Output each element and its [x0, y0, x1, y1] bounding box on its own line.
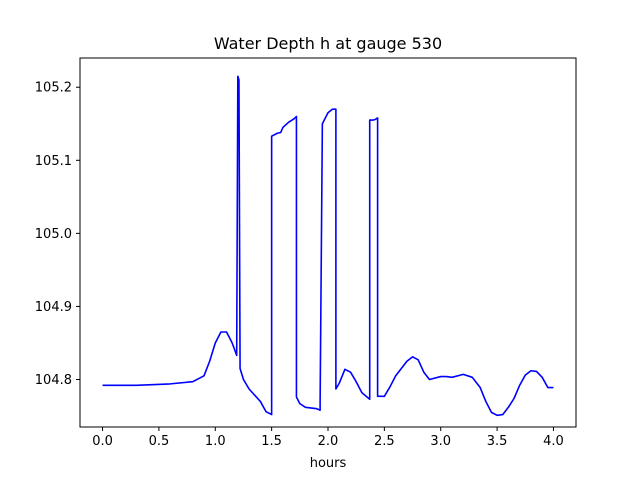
x-axis: 0.0 0.5 1.0 1.5 2.0 2.5 3.0 3.5 4.0: [92, 427, 564, 449]
series-line-0: [102, 75, 554, 417]
x-tick-label: 0.5: [149, 434, 170, 449]
x-tick-label: 0.0: [92, 434, 113, 449]
y-tick-label: 105.0: [35, 227, 72, 242]
y-tick-label: 105.2: [35, 81, 72, 96]
x-tick-label: 3.5: [487, 434, 508, 449]
plot-area: [102, 75, 554, 417]
x-tick-label: 1.0: [205, 434, 226, 449]
chart-title: Water Depth h at gauge 530: [214, 34, 442, 53]
x-tick-label: 2.0: [318, 434, 339, 449]
y-tick-label: 104.8: [35, 373, 72, 388]
x-tick-label: 2.5: [374, 434, 395, 449]
y-axis: 104.8 104.9 105.0 105.1 105.2: [35, 81, 80, 388]
x-axis-label: hours: [310, 456, 347, 471]
x-tick-label: 1.5: [261, 434, 282, 449]
y-tick-label: 105.1: [35, 154, 72, 169]
x-tick-label: 4.0: [543, 434, 564, 449]
x-tick-label: 3.0: [430, 434, 451, 449]
y-tick-label: 104.9: [35, 300, 72, 315]
plot-frame: [79, 57, 577, 428]
